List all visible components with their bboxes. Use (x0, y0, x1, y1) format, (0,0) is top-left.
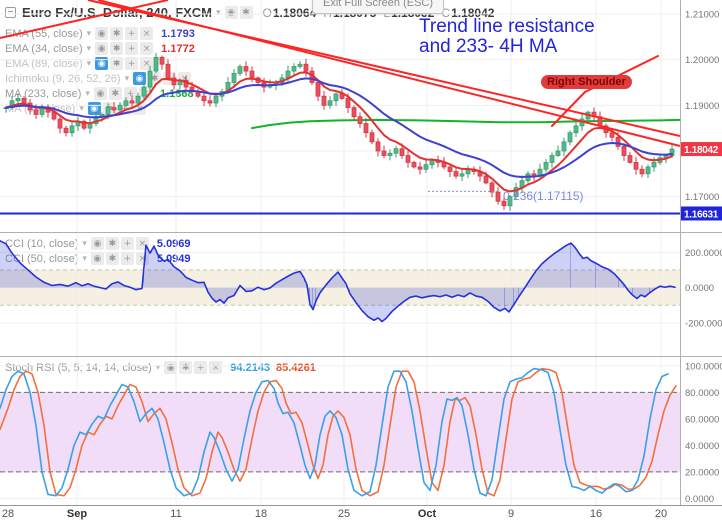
eye-icon[interactable]: ◉ (224, 6, 238, 19)
indicator-row: EMA (55, close) ▾ ◉ ✱ + × 1.1793 (5, 26, 195, 41)
eye-icon[interactable]: ◉ (95, 27, 109, 40)
indicator-label[interactable]: MA (50, close) (5, 102, 76, 115)
indicator-value: 85.4261 (276, 361, 316, 374)
indicator-value: 94.2143 (230, 361, 271, 374)
indicator-value: 1.1868 (159, 87, 194, 100)
gear-icon[interactable]: ✱ (148, 72, 162, 85)
ohlc-h-value: 1.18075 (332, 5, 377, 20)
chevron-down-icon[interactable]: ▾ (79, 103, 84, 114)
indicator-row: CCI (10, close) ▾ ◉ ✱ + × 5.0969 (5, 236, 191, 251)
indicator-row: MA (233, close) ▾ ◉ ✱ + × 1.1868 (5, 86, 195, 101)
close-icon[interactable]: × (135, 237, 149, 250)
add-icon[interactable]: + (163, 72, 177, 85)
chevron-down-icon[interactable]: ▾ (86, 58, 92, 69)
indicator-label[interactable]: Stoch RSI (5, 5, 14, 14, close) (5, 361, 152, 374)
close-icon[interactable]: × (140, 42, 154, 55)
gear-icon[interactable]: ✱ (105, 252, 119, 265)
add-icon[interactable]: + (125, 57, 139, 70)
pane2-indicator-rows: CCI (10, close) ▾ ◉ ✱ + × 5.0969 CCI (50, close… (5, 236, 191, 266)
add-icon[interactable]: + (125, 42, 139, 55)
close-icon[interactable]: × (132, 102, 146, 115)
chevron-down-icon[interactable]: ▾ (82, 238, 87, 249)
gear-icon[interactable]: ✱ (239, 6, 253, 19)
add-icon[interactable]: + (123, 87, 137, 100)
ohlc-values: O 1.18064 H 1.18075 L 1.18032 C 1.18042 (263, 6, 502, 20)
ohlc-o-value: 1.18064 (272, 5, 317, 20)
indicator-label[interactable]: MA (233, close) (5, 87, 82, 100)
indicator-label[interactable]: Ichimoku (9, 26, 52, 26) (5, 72, 121, 85)
add-icon[interactable]: + (120, 237, 134, 250)
chevron-down-icon[interactable]: ▾ (155, 362, 161, 373)
eye-icon[interactable]: ◉ (90, 237, 104, 250)
indicator-row: MA (50, close) ▾ ◉ ✱ + × (5, 101, 195, 116)
close-icon[interactable]: × (140, 57, 154, 70)
indicator-label[interactable]: CCI (50, close) (5, 252, 79, 265)
eye-icon[interactable]: ◉ (87, 102, 101, 115)
indicator-value: 1.1772 (161, 42, 195, 55)
chevron-down-icon[interactable]: ▾ (86, 28, 92, 39)
close-icon[interactable]: × (135, 252, 149, 265)
ohlc-key: L (383, 5, 391, 20)
chevron-down-icon[interactable]: ▾ (86, 43, 92, 54)
symbol-header: − Euro Fx/U.S. Dollar, 240, FXCM ▾ ◉ ✱ O… (5, 5, 501, 20)
ohlc-key: H (323, 5, 332, 20)
eye-icon[interactable]: ◉ (95, 42, 109, 55)
gear-icon[interactable]: ✱ (108, 87, 122, 100)
indicator-row: EMA (89, close) ▾ ◉ ✱ + × (5, 56, 195, 71)
ohlc-key: C (441, 5, 451, 20)
eye-icon[interactable]: ◉ (164, 361, 178, 374)
add-icon[interactable]: + (117, 102, 131, 115)
gear-icon[interactable]: ✱ (102, 102, 116, 115)
chevron-down-icon[interactable]: ▾ (85, 88, 90, 99)
eye-icon[interactable]: ◉ (90, 252, 104, 265)
gear-icon[interactable]: ✱ (110, 27, 124, 40)
indicator-label[interactable]: EMA (55, close) (5, 27, 83, 40)
ohlc-c-value: 1.18042 (451, 5, 495, 20)
indicator-row: Stoch RSI (5, 5, 14, 14, close) ▾ ◉ ✱ + × 94.2… (5, 360, 316, 375)
indicator-label[interactable]: CCI (10, close) (5, 237, 79, 250)
ohlc-key: O (262, 5, 272, 20)
gear-icon[interactable]: ✱ (110, 42, 124, 55)
close-icon[interactable]: × (138, 87, 152, 100)
add-icon[interactable]: + (194, 361, 208, 374)
chevron-down-icon[interactable]: ▾ (82, 253, 87, 264)
add-icon[interactable]: + (120, 252, 134, 265)
gear-icon[interactable]: ✱ (110, 57, 124, 70)
main-indicator-rows: EMA (55, close) ▾ ◉ ✱ + × 1.1793 EMA (34, close… (5, 26, 195, 116)
collapse-pane-icon[interactable]: − (5, 7, 16, 18)
pane3-indicator-rows: Stoch RSI (5, 5, 14, 14, close) ▾ ◉ ✱ + × 94.2… (5, 360, 316, 375)
eye-icon[interactable]: ◉ (133, 72, 147, 85)
indicator-value: 5.0949 (156, 252, 191, 265)
close-icon[interactable]: × (178, 72, 192, 85)
indicator-label[interactable]: EMA (89, close) (5, 57, 83, 70)
eye-icon[interactable]: ◉ (93, 87, 107, 100)
ohlc-l-value: 1.18032 (391, 5, 435, 20)
symbol-title[interactable]: Euro Fx/U.S. Dollar, 240, FXCM (22, 5, 212, 20)
gear-icon[interactable]: ✱ (179, 361, 193, 374)
indicator-label[interactable]: EMA (34, close) (5, 42, 83, 55)
indicator-row: EMA (34, close) ▾ ◉ ✱ + × 1.1772 (5, 41, 195, 56)
indicator-row: Ichimoku (9, 26, 52, 26) ▾ ◉ ✱ + × (5, 71, 195, 86)
close-icon[interactable]: × (209, 361, 223, 374)
eye-icon[interactable]: ◉ (95, 57, 109, 70)
indicator-value: 1.1793 (161, 27, 195, 40)
indicator-row: CCI (50, close) ▾ ◉ ✱ + × 5.0949 (5, 251, 191, 266)
chevron-down-icon[interactable]: ▾ (124, 73, 130, 84)
gear-icon[interactable]: ✱ (105, 237, 119, 250)
chevron-down-icon[interactable]: ▾ (216, 7, 221, 18)
close-icon[interactable]: × (140, 27, 154, 40)
add-icon[interactable]: + (125, 27, 139, 40)
indicator-value: 5.0969 (156, 237, 191, 250)
